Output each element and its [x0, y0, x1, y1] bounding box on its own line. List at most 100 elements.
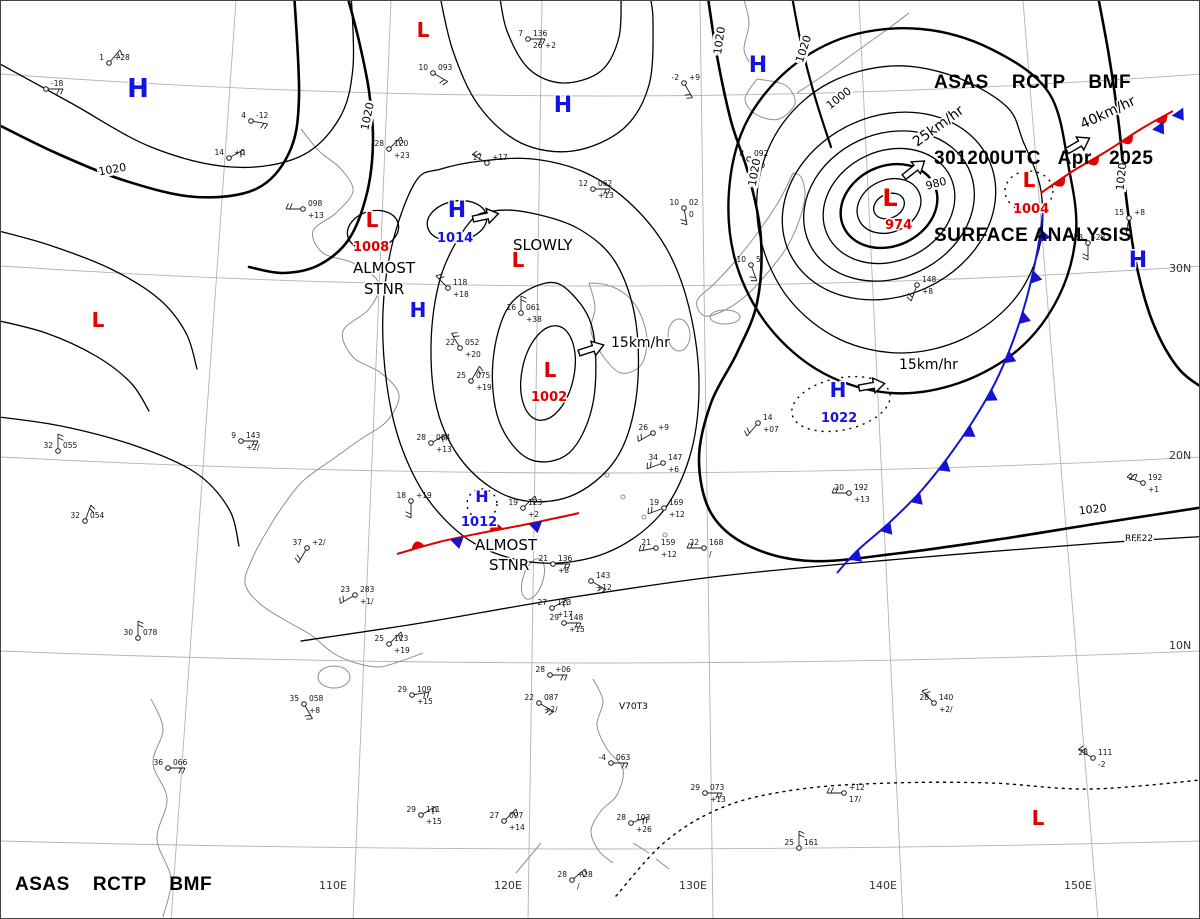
station-value: +8: [558, 566, 569, 575]
wind-barb: [298, 547, 308, 563]
station-circle: [1085, 240, 1091, 246]
station-plot: 1 +28: [99, 49, 130, 66]
latitude-label: 20N: [1169, 449, 1191, 462]
station-plot: 23 283 +1/: [339, 585, 375, 606]
isobar-dashed: [1004, 170, 1054, 212]
isobar-dashed: [466, 488, 498, 520]
station-circle: [796, 845, 802, 851]
station-value: 29: [397, 685, 407, 694]
latitude-label: 30N: [1169, 262, 1191, 275]
station-circle: [501, 818, 507, 824]
station-plot: 28 111 -2: [1078, 745, 1113, 769]
isobar-closed: [802, 130, 976, 282]
motion-arrow: [901, 160, 926, 181]
wind-barb-tick: [432, 808, 434, 815]
station-circle: [1090, 755, 1096, 761]
station-value: 283: [360, 585, 375, 594]
station-plot: 34 147 +6: [646, 453, 683, 474]
wind-barb: [411, 691, 429, 696]
coastline: [515, 842, 542, 874]
station-plot: -4 063: [599, 753, 631, 769]
wind-barb-tick: [686, 542, 690, 549]
station-plot: -2 +9: [672, 73, 700, 99]
pressure-center-L: L: [1023, 168, 1036, 192]
wind-barb-tick: [686, 97, 693, 99]
station-value: +15: [417, 697, 433, 706]
wind-barb-tick: [680, 219, 687, 222]
station-circle: [55, 448, 61, 454]
station-value: +15: [569, 625, 585, 634]
station-value: 093: [438, 63, 453, 72]
grid-meridian: [699, 1, 714, 918]
station-plot: 19 123 +2: [508, 495, 543, 519]
pressure-center-L: L: [92, 308, 105, 332]
wind-barb-tick: [563, 563, 567, 570]
pressure-center-value: 1022: [821, 411, 857, 426]
isobar-closed: [856, 177, 922, 235]
isobar: [791, 1, 833, 149]
station-value: 7: [518, 29, 523, 38]
station-circle: [226, 155, 232, 161]
station-value: -2: [1098, 760, 1106, 769]
wind-barb-tick: [304, 715, 311, 717]
chart-title-bottom-left: ASAS RCTP BMF 301200UTC Apr 2025 SURFACE…: [15, 821, 234, 918]
wind-barb-tick: [520, 295, 527, 299]
wind-barb: [522, 495, 536, 509]
isobar: [1, 1, 355, 169]
isobar: [756, 65, 1044, 354]
station-circle: [569, 877, 575, 883]
station-plot: 4 -12: [241, 111, 269, 130]
wind-barb-tick: [607, 188, 611, 195]
station-value: 22: [689, 538, 699, 547]
wind-barb-tick: [715, 792, 719, 799]
cold-front-triangle: [879, 521, 893, 535]
station-circle: [653, 545, 659, 551]
wind-barb-tick: [1082, 257, 1089, 261]
wind-barb: [538, 702, 554, 712]
station-value: +19: [416, 491, 432, 500]
wind-barb-tick: [263, 123, 269, 130]
station-circle: [748, 262, 754, 268]
grid-parallel: [1, 840, 1199, 850]
station-value: 058: [309, 694, 324, 703]
station-value: 34: [648, 453, 658, 462]
station-circle: [518, 310, 524, 316]
wind-barb-tick: [405, 511, 412, 515]
station-circle: [931, 700, 937, 706]
station-circle: [301, 701, 307, 707]
pressure-center-L: L: [366, 208, 379, 232]
pressure-center-value: 1012: [461, 515, 497, 530]
motion-arrow: [471, 207, 500, 225]
wind-barb-tick: [442, 81, 448, 86]
station-plot: 35 058 +8: [289, 694, 324, 720]
wind-barb-tick: [531, 498, 535, 505]
station-plot: 9 143 +2/: [231, 431, 260, 452]
wind-barb: [683, 207, 688, 225]
station-circle: [1126, 215, 1132, 221]
station-value: +1/: [360, 597, 374, 606]
isobar: [1, 1, 301, 199]
wind-barb-tick: [755, 170, 762, 174]
pressure-center-value: 1008: [353, 240, 389, 255]
wind-barb: [590, 580, 606, 590]
station-value: 192: [1148, 473, 1163, 482]
station-circle: [681, 205, 687, 211]
station-value: 1: [99, 53, 104, 62]
station-circle: [547, 672, 553, 678]
movement-label: ALMOST: [353, 259, 416, 277]
isobar: [491, 281, 597, 463]
station-plot: 29 073 +13: [690, 783, 726, 804]
wind-barb-tick: [1130, 473, 1136, 479]
wind-barb-tick: [435, 273, 442, 277]
station-value: +8: [922, 287, 933, 296]
isobar-value-label: 1020: [711, 26, 728, 56]
station-value: 37: [292, 538, 302, 547]
station-plot: 32 055: [43, 433, 78, 454]
wind-barb-tick: [906, 296, 912, 302]
warm-front-semicircle: [489, 523, 503, 532]
wind-barb-tick: [89, 508, 95, 514]
wind-barb-tick: [397, 139, 401, 146]
grid-meridian: [1022, 1, 1099, 918]
wind-barb-tick: [534, 495, 538, 502]
